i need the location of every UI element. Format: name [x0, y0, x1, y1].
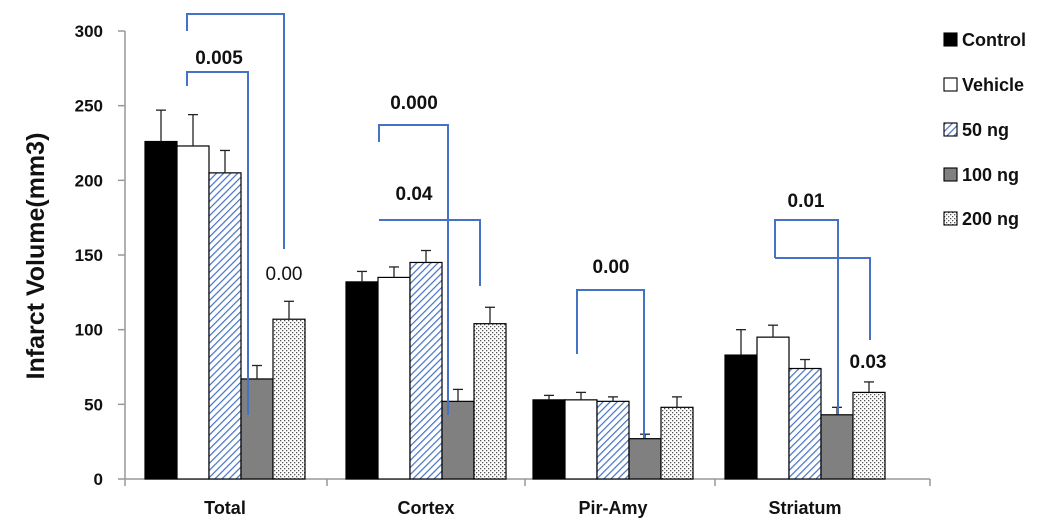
p-value-label: 0.04	[396, 184, 433, 205]
bar-200-ng	[473, 323, 507, 480]
bar-100-ng	[441, 400, 475, 480]
p-value-label: 0.000	[390, 93, 438, 114]
bar-200-ng	[272, 318, 306, 480]
p-value-label: 0.005	[195, 48, 243, 69]
legend-swatch-control	[943, 32, 958, 47]
p-value-label: 0.01	[788, 191, 825, 212]
significance-bracket	[775, 257, 871, 340]
x-category-label: Pir-Amy	[578, 498, 647, 518]
bars	[144, 109, 886, 480]
legend-swatch-50-ng	[943, 122, 958, 137]
bar-200-ng	[852, 391, 886, 480]
bar-control	[345, 281, 379, 480]
y-tick-label: 150	[75, 246, 103, 265]
y-axis-title: Infarct Volume(mm3)	[22, 133, 50, 380]
bar-vehicle	[176, 145, 210, 480]
bar-50-ng	[596, 400, 630, 480]
y-tick-label: 100	[75, 321, 103, 340]
significance-brackets: 0.005 0.00 0.000 0.04 0.00 0.01 0.03	[186, 13, 887, 438]
significance-bracket	[378, 124, 449, 415]
bar-control	[532, 399, 566, 480]
y-tick-label: 200	[75, 171, 103, 190]
y-tick-label: 0	[94, 470, 103, 489]
legend-label-100-ng: 100 ng	[962, 165, 1019, 185]
significance-bracket	[379, 219, 481, 286]
bar-vehicle	[756, 336, 790, 480]
legend-label-vehicle: Vehicle	[962, 75, 1024, 95]
bar-100-ng	[240, 378, 274, 480]
significance-bracket	[186, 71, 249, 415]
y-tick-label: 250	[75, 97, 103, 116]
legend-label-50-ng: 50 ng	[962, 120, 1009, 140]
bar-50-ng	[409, 261, 443, 480]
legend-swatch-200-ng	[943, 211, 958, 226]
bar-200-ng	[660, 406, 694, 480]
x-category-label: Striatum	[768, 498, 841, 518]
p-value-label: 0.03	[850, 352, 887, 373]
y-tick-label: 300	[75, 22, 103, 41]
legend-swatch-100-ng	[943, 167, 958, 182]
x-category-label: Cortex	[397, 498, 454, 518]
x-tick-labels: Total Cortex Pir-Amy Striatum	[124, 479, 931, 518]
significance-bracket	[186, 13, 285, 249]
legend-swatch-vehicle	[943, 77, 958, 92]
bar-100-ng	[628, 438, 662, 480]
p-value-label: 0.00	[593, 257, 630, 278]
significance-bracket	[576, 289, 645, 438]
legend-label-control: Control	[962, 30, 1026, 50]
bar-50-ng	[208, 172, 242, 480]
significance-bracket	[774, 219, 839, 414]
p-value-label: 0.00	[266, 264, 303, 285]
y-tick-labels: 0 50 100 150 200 250 300	[75, 22, 125, 489]
bar-vehicle	[564, 399, 598, 480]
x-category-label: Total	[204, 498, 246, 518]
legend: Control Vehicle 50 ng 100 ng 200 ng	[943, 30, 1026, 229]
bar-vehicle	[377, 276, 411, 480]
bar-control	[144, 140, 178, 480]
bar-50-ng	[788, 367, 822, 480]
bar-100-ng	[820, 414, 854, 480]
bar-control	[724, 354, 758, 480]
legend-label-200-ng: 200 ng	[962, 209, 1019, 229]
y-tick-label: 50	[84, 395, 103, 414]
